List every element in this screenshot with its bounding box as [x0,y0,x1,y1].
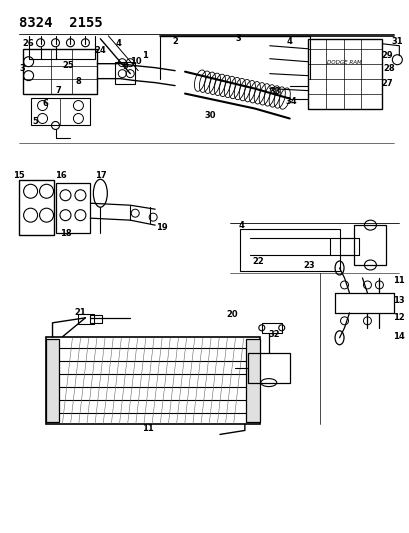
Text: 1: 1 [142,51,148,60]
Bar [261,323,281,333]
Text: 19: 19 [156,223,168,232]
Text: 22: 22 [252,256,263,265]
Text: 12: 12 [393,313,404,322]
Text: 4: 4 [115,39,121,49]
Text: 16: 16 [54,171,66,180]
Text: 3: 3 [234,34,240,43]
Text: 29: 29 [381,51,392,60]
Text: 27: 27 [381,79,392,88]
Bar [78,314,94,324]
Bar [247,353,289,383]
Bar [31,98,90,125]
Bar [18,180,54,235]
Bar [307,39,382,109]
Text: 6: 6 [43,99,48,108]
Text: 23: 23 [303,261,315,270]
Bar [115,62,135,84]
Text: 9: 9 [122,62,128,71]
Text: 11: 11 [393,277,404,286]
Bar [45,337,259,424]
Text: 21: 21 [74,309,86,317]
Text: 31: 31 [391,37,402,46]
Text: 13: 13 [393,296,404,305]
Text: 15: 15 [13,171,25,180]
Text: 20: 20 [225,310,237,319]
Bar [45,339,59,423]
Text: DODGE RAM: DODGE RAM [326,60,361,64]
Text: 11: 11 [142,424,154,433]
Text: 26: 26 [22,39,34,49]
Text: 28: 28 [383,64,394,73]
Text: 10: 10 [130,57,142,66]
Text: 24: 24 [94,46,106,55]
Text: 30: 30 [204,111,215,120]
Bar [90,315,102,323]
Bar [354,225,385,265]
Text: 8: 8 [75,77,81,86]
Text: 7: 7 [56,86,61,95]
Text: 5: 5 [33,117,38,126]
Text: 17: 17 [94,171,106,180]
Text: 34: 34 [285,97,297,106]
Bar [239,229,339,271]
Text: 2: 2 [172,37,178,46]
Text: 8324  2155: 8324 2155 [18,16,102,30]
Bar [245,339,259,423]
Text: 4: 4 [286,37,292,46]
Text: 32: 32 [268,330,280,340]
Text: 4: 4 [238,221,244,230]
Bar [22,49,97,94]
Bar [55,183,90,233]
Text: 14: 14 [393,332,404,341]
Text: 25: 25 [63,61,74,70]
Text: 3: 3 [20,64,25,73]
Text: 18: 18 [60,229,71,238]
Text: 33: 33 [268,87,280,96]
